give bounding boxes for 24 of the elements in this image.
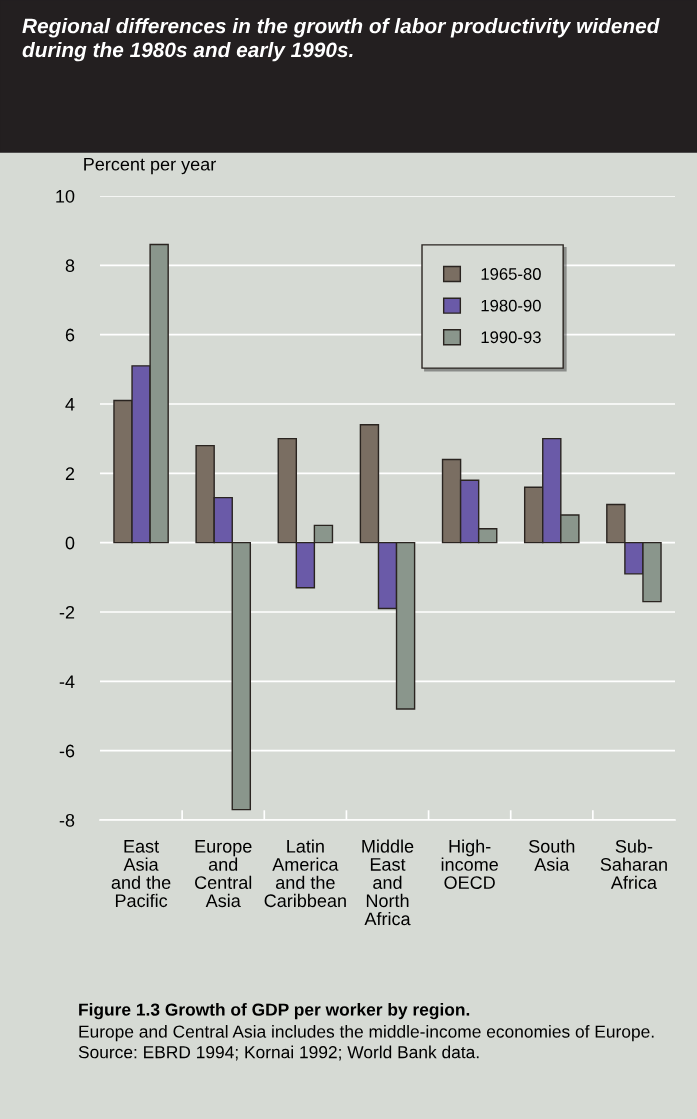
x-tick-label: East Asia and the Pacific <box>111 840 171 908</box>
x-tick-label: High- income OECD <box>441 839 498 889</box>
legend-label: 1965-80 <box>481 268 541 280</box>
y-tick-label: 2 <box>65 467 75 480</box>
y-tick-label: -2 <box>59 605 75 619</box>
y-tick-label: 4 <box>65 398 75 411</box>
x-tick-label: Middle East and North Africa <box>362 839 414 926</box>
y-tick-label: 10 <box>56 189 75 203</box>
y-tick-label: 0 <box>65 536 75 550</box>
x-tick-label: Sub- Saharan Africa <box>600 839 667 889</box>
y-tick-label: -8 <box>59 813 75 827</box>
chart-title: Regional differences in the growth of labor productivity widened during the 1980s and early 1990s. <box>22 18 660 62</box>
y-tick-label: 8 <box>65 259 75 273</box>
caption: Figure 1.3 Growth of GDP per worker by region. <box>79 1003 470 1020</box>
x-tick-label: South Asia <box>529 839 575 871</box>
x-tick-label: Europe and Central Asia <box>195 840 252 908</box>
y-tick-label: -4 <box>59 675 75 688</box>
y-tick-label: 6 <box>65 328 75 342</box>
x-tick-label: Latin America and the Caribbean <box>264 839 346 908</box>
legend-label: 1980-90 <box>481 299 541 312</box>
text: Europe and Central Asia includes the middle-income economies of Europe. Source: EBRD 1994; Kornai 1992; World Bank data. <box>78 1025 654 1061</box>
y-axis-title: Percent per year <box>84 157 216 175</box>
legend-label: 1990-93 <box>481 331 541 344</box>
y-tick-label: -6 <box>59 744 75 758</box>
